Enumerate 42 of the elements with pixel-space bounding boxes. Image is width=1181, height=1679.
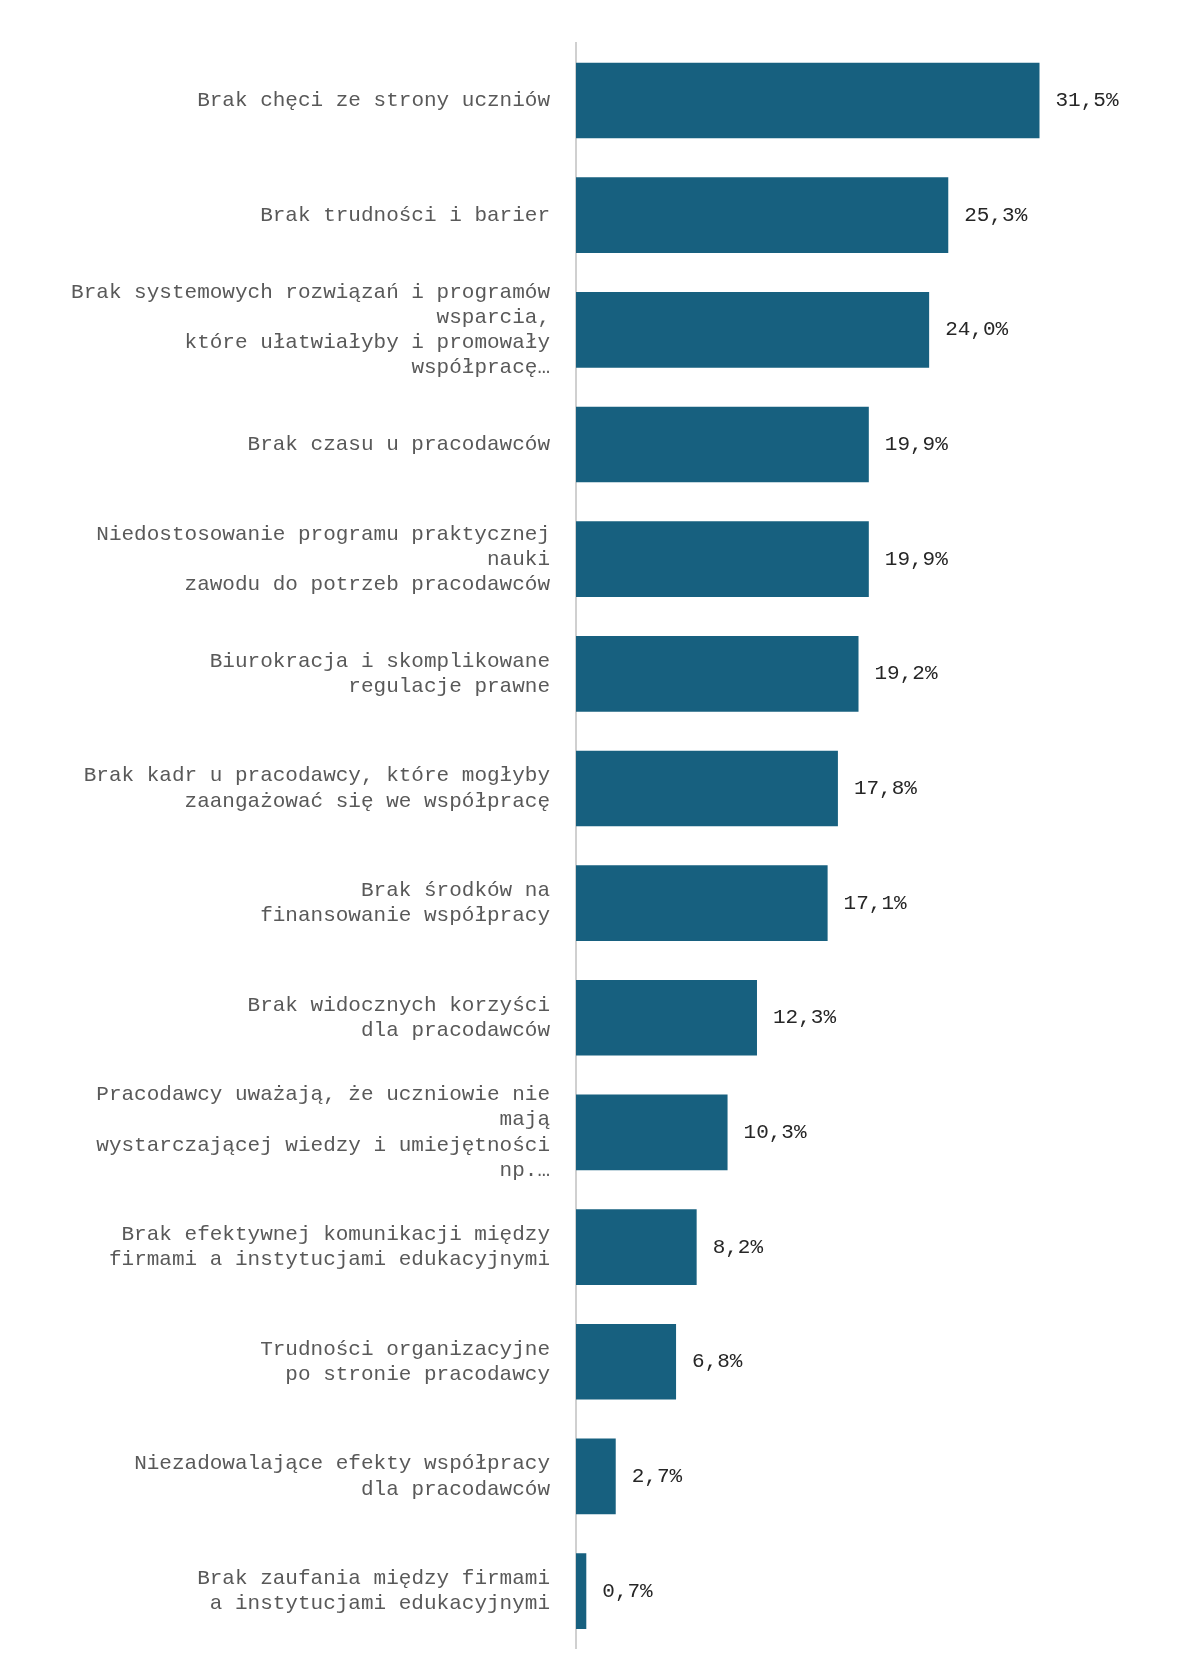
y-tick-label: Biurokracja i skomplikowane regulacje prawne xyxy=(209,649,550,698)
bar xyxy=(576,635,859,712)
bar xyxy=(576,1094,728,1171)
data-label: 6,8% xyxy=(692,1350,743,1374)
y-tick-label: Brak widocznych korzyści dla pracodawców xyxy=(247,993,551,1042)
y-tick-label: Brak środków na finansowanie współpracy xyxy=(260,879,550,928)
y-tick-label: Brak chęci ze strony uczniów xyxy=(197,89,551,113)
data-label: 12,3% xyxy=(772,1006,837,1030)
data-label: 19,9% xyxy=(884,433,949,457)
bar xyxy=(576,521,869,597)
y-tick-label: Brak czasu u pracodawców xyxy=(247,433,551,457)
bar xyxy=(576,750,838,827)
data-label: 19,9% xyxy=(884,547,949,571)
y-tick-label: Brak trudności i barier xyxy=(260,203,550,227)
bar xyxy=(576,979,757,1056)
bar xyxy=(576,865,828,941)
bar xyxy=(576,406,869,483)
y-tick-label: Brak systemowych rozwiązań i programów wsparcia, które ułatwiałyby i promowały współpracę… xyxy=(71,280,551,380)
bar xyxy=(576,177,949,254)
y-tick-label: Brak kadr u pracodawcy, które mogłyby zaangażować się we współpracę xyxy=(83,764,550,813)
bar xyxy=(576,1553,587,1629)
data-label: 2,7% xyxy=(631,1464,683,1488)
bar xyxy=(576,1209,697,1285)
data-label: 8,2% xyxy=(712,1235,764,1259)
data-label: 25,3% xyxy=(964,203,1028,227)
y-tick-label: Pracodawcy uważają, że uczniowie nie mają wystarczającej wiedzy i umiejętności np.… xyxy=(96,1083,550,1182)
data-label: 10,3% xyxy=(743,1121,807,1145)
data-label: 31,5% xyxy=(1055,89,1119,113)
bar xyxy=(576,62,1040,139)
data-label: 17,1% xyxy=(843,891,908,915)
bar xyxy=(576,1323,677,1400)
data-label: 19,2% xyxy=(874,662,938,686)
data-label: 0,7% xyxy=(602,1579,654,1603)
y-tick-label: Niedostosowanie programu praktycznej nauki zawodu do potrzeb pracodawców xyxy=(96,522,551,596)
data-label: 24,0% xyxy=(945,318,1009,342)
y-tick-label: Trudności organizacyjne po stronie pracodawcy xyxy=(260,1337,550,1386)
bar xyxy=(576,292,930,368)
data-label: 17,8% xyxy=(853,777,918,801)
y-tick-label: Brak zaufania między firmami a instytucjami edukacyjnymi xyxy=(197,1567,550,1616)
y-tick-label: Niezadowalające efekty współpracy dla pracodawców xyxy=(134,1452,551,1501)
y-tick-label: Brak efektywnej komunikacji między firmami a instytucjami edukacyjnymi xyxy=(108,1223,550,1272)
bar xyxy=(576,1438,616,1515)
